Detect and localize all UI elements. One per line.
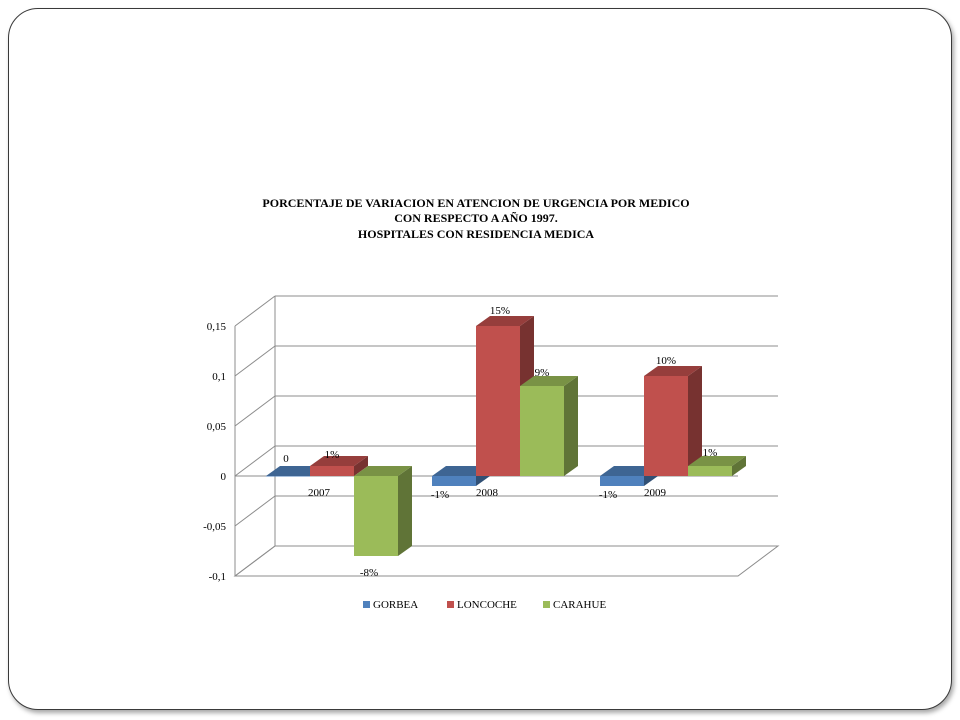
legend: GORBEA LONCOCHE CARAHUE bbox=[363, 599, 606, 611]
legend-swatch bbox=[447, 601, 454, 608]
bar-top bbox=[644, 366, 702, 376]
data-label: 1% bbox=[325, 449, 340, 461]
data-label: 0 bbox=[283, 453, 289, 465]
data-label: 9% bbox=[535, 367, 550, 379]
legend-label: LONCOCHE bbox=[457, 599, 517, 611]
bar-top bbox=[310, 456, 368, 466]
chart-title: PORCENTAJE DE VARIACION EN ATENCION DE U… bbox=[262, 196, 689, 241]
bar-loncoche-2007 bbox=[310, 456, 368, 476]
bar-front bbox=[520, 386, 564, 476]
y-tick-label: -0,1 bbox=[209, 571, 226, 583]
legend-item-loncoche: LONCOCHE bbox=[447, 599, 517, 611]
gridline-side bbox=[234, 395, 276, 427]
legend-item-carahue: CARAHUE bbox=[543, 599, 606, 611]
gridline-side bbox=[234, 345, 276, 377]
bar-side bbox=[564, 376, 578, 476]
legend-swatch bbox=[363, 601, 370, 608]
data-label: 15% bbox=[490, 305, 510, 317]
bar-front bbox=[266, 476, 310, 477]
bar-top bbox=[476, 316, 534, 326]
legend-swatch bbox=[543, 601, 550, 608]
bar-gorbea-2007 bbox=[266, 466, 324, 477]
bar-side bbox=[398, 466, 412, 556]
chart-bars bbox=[266, 316, 746, 556]
bar-carahue-2007 bbox=[354, 466, 412, 556]
bar-top bbox=[266, 466, 324, 476]
chart-title-line: HOSPITALES CON RESIDENCIA MEDICA bbox=[358, 227, 594, 241]
gridline-side bbox=[234, 495, 276, 527]
gridline-side bbox=[234, 445, 276, 477]
chart-walls bbox=[234, 296, 276, 576]
data-labels: 0 1% -8% -1% 15% 9% -1% 10% 1% bbox=[283, 305, 717, 579]
data-label: 10% bbox=[656, 355, 676, 367]
bar-side bbox=[732, 456, 746, 476]
bar-front bbox=[600, 476, 644, 486]
bar-side bbox=[688, 366, 702, 476]
y-axis: -0,1 -0,05 0 0,05 0,1 0,15 bbox=[203, 321, 226, 583]
bar-front bbox=[354, 476, 398, 556]
bar-front bbox=[432, 476, 476, 486]
legend-label: GORBEA bbox=[373, 599, 418, 611]
y-tick-label: 0 bbox=[221, 471, 227, 483]
legend-label: CARAHUE bbox=[553, 599, 606, 611]
data-label: -8% bbox=[360, 567, 378, 579]
bar-front bbox=[310, 466, 354, 476]
bar-top bbox=[354, 466, 412, 476]
floor-outline bbox=[233, 545, 780, 577]
bar-front bbox=[688, 466, 732, 476]
bar-carahue-2009 bbox=[688, 456, 746, 476]
legend-item-gorbea: GORBEA bbox=[363, 599, 418, 611]
data-label: -1% bbox=[599, 489, 617, 501]
bar-top bbox=[432, 466, 490, 476]
bar-side bbox=[354, 456, 368, 476]
bar-front bbox=[476, 326, 520, 476]
bar-top bbox=[520, 376, 578, 386]
x-tick-label: 2009 bbox=[644, 487, 667, 499]
x-axis: 2007 2008 2009 bbox=[308, 487, 667, 499]
y-tick-label: 0,15 bbox=[207, 321, 227, 333]
bar-loncoche-2009 bbox=[644, 366, 702, 476]
y-tick-label: -0,05 bbox=[203, 521, 226, 533]
data-label: -1% bbox=[431, 489, 449, 501]
gridline-side bbox=[234, 295, 276, 327]
chart-title-line: CON RESPECTO A AÑO 1997. bbox=[394, 211, 557, 225]
x-tick-label: 2008 bbox=[476, 487, 499, 499]
bar-front bbox=[644, 376, 688, 476]
bar-top bbox=[600, 466, 658, 476]
bar-top bbox=[688, 456, 746, 466]
y-tick-label: 0,05 bbox=[207, 421, 227, 433]
data-label: 1% bbox=[703, 447, 718, 459]
y-tick-label: 0,1 bbox=[212, 371, 226, 383]
x-tick-label: 2007 bbox=[308, 487, 331, 499]
bar-carahue-2008 bbox=[520, 376, 578, 476]
chart-title-line: PORCENTAJE DE VARIACION EN ATENCION DE U… bbox=[262, 196, 689, 210]
